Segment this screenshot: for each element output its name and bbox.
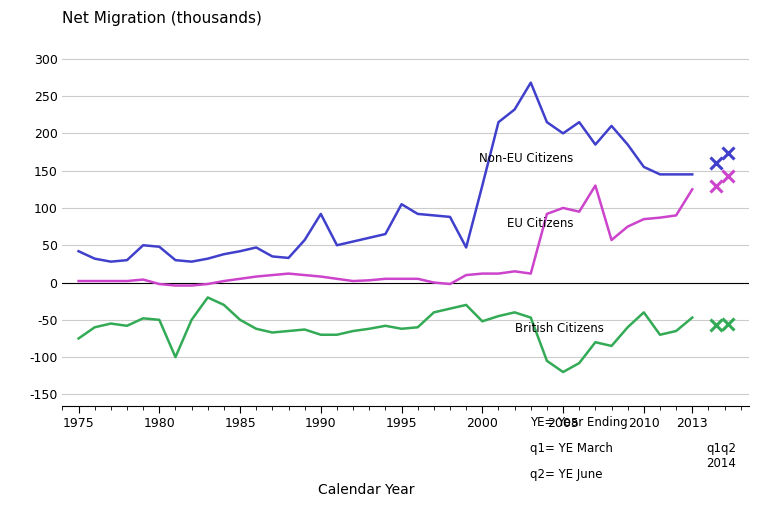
Text: Non-EU Citizens: Non-EU Citizens	[479, 152, 573, 165]
Text: Calendar Year: Calendar Year	[318, 483, 415, 497]
Text: q1= YE March: q1= YE March	[530, 443, 613, 456]
Text: q1q2
2014: q1q2 2014	[707, 442, 736, 470]
Text: YE= Year Ending: YE= Year Ending	[530, 417, 628, 430]
Text: EU Citizens: EU Citizens	[506, 217, 573, 230]
Text: British Citizens: British Citizens	[515, 322, 604, 335]
Text: q2= YE June: q2= YE June	[530, 469, 603, 482]
Text: Net Migration (thousands): Net Migration (thousands)	[62, 10, 262, 25]
